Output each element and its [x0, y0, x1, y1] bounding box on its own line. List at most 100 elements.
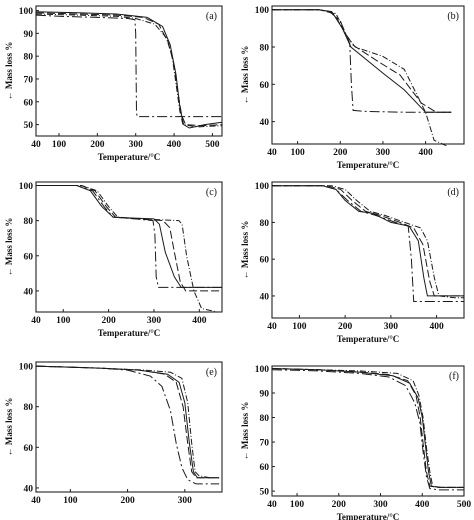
y-tick-label: 50: [260, 488, 270, 498]
y-tick-label: 90: [24, 30, 34, 40]
x-tick-label: 40: [267, 500, 277, 510]
x-tick-label: 200: [101, 316, 116, 326]
x-tick-label: 500: [205, 140, 220, 150]
panel-label: (a): [206, 11, 217, 22]
plot-frame: [271, 365, 465, 497]
y-axis-title: ← Mass loss %: [4, 398, 14, 457]
panel-label: (f): [449, 371, 459, 382]
x-tick-label: 100: [56, 316, 71, 326]
series-line-2: [271, 368, 464, 488]
series-line-2: [35, 12, 223, 127]
y-axis-title: ← Mass loss %: [4, 218, 14, 277]
x-tick-label: 200: [120, 496, 135, 506]
x-tick-label: 400: [415, 500, 430, 510]
y-axis-title: ← Mass loss %: [240, 221, 250, 280]
x-tick-label: 400: [167, 140, 182, 150]
y-tick-label: 70: [260, 439, 270, 449]
y-tick-label: 40: [24, 287, 34, 297]
x-tick-label: 300: [178, 496, 193, 506]
plot-frame: [271, 181, 465, 319]
y-tick-label: 80: [24, 53, 34, 63]
series-line-2: [272, 9, 452, 113]
series-line-3: [35, 365, 220, 479]
x-tick-label: 40: [267, 322, 277, 332]
chart-panel-f: 40 100 200 300 400 500 50 60 70 80 90 100 Temperatur…: [240, 365, 471, 520]
x-tick-label: 400: [192, 316, 207, 326]
plot-frame: [35, 5, 223, 137]
x-axis-title: Temperature/°C: [98, 152, 161, 162]
series-line-3: [272, 185, 464, 299]
y-axis-title: ← Mass loss %: [240, 46, 250, 105]
chart-panel-a: 40 100 200 300 400 500 50 60 70 80 90 100 Temperatur…: [4, 5, 223, 162]
series-line-4: [35, 365, 220, 485]
y-tick-label: 100: [19, 363, 34, 373]
y-tick-label: 60: [24, 98, 34, 108]
series-line-4: [272, 9, 452, 113]
panel-label: (c): [206, 187, 217, 198]
x-tick-label: 200: [333, 148, 348, 158]
x-tick-label: 500: [457, 500, 472, 510]
y-axis-title: ← Mass loss %: [240, 402, 250, 461]
x-tick-label: 400: [418, 148, 433, 158]
x-tick-label: 100: [290, 148, 305, 158]
series-line-3: [36, 185, 218, 313]
x-tick-label: 300: [147, 316, 162, 326]
x-tick-label: 40: [31, 496, 41, 506]
series-line-1: [35, 11, 223, 129]
chart-panel-d: 40 100 200 300 400 40 60 80 100 Temperature/°C ← M…: [240, 181, 465, 344]
x-tick-label: 300: [376, 148, 391, 158]
panel-label: (e): [206, 367, 217, 378]
y-tick-label: 100: [255, 365, 270, 375]
x-axis-title: Temperature/°C: [337, 512, 400, 520]
x-axis-title: Temperature/°C: [337, 334, 400, 344]
series-line-4: [35, 14, 222, 118]
series-line-2: [272, 185, 464, 297]
x-tick-label: 100: [292, 322, 307, 332]
y-tick-label: 70: [24, 75, 34, 85]
y-tick-label: 100: [19, 182, 34, 192]
panel-label: (d): [447, 187, 459, 198]
x-tick-label: 300: [129, 140, 144, 150]
x-tick-label: 300: [373, 500, 388, 510]
y-tick-label: 50: [24, 121, 34, 131]
y-tick-label: 60: [24, 252, 34, 262]
y-tick-label: 80: [260, 44, 270, 54]
series-line-4: [272, 185, 464, 302]
panel-label: (b): [447, 11, 459, 22]
series-line-1: [35, 365, 220, 479]
series-line-3: [35, 13, 223, 128]
series-line-1: [272, 185, 464, 297]
y-tick-label: 60: [24, 444, 34, 454]
x-tick-label: 200: [332, 500, 347, 510]
y-tick-label: 100: [19, 7, 34, 17]
y-tick-label: 80: [260, 414, 270, 424]
y-tick-label: 60: [260, 463, 270, 473]
series-line-1: [272, 9, 452, 113]
y-tick-label: 90: [260, 389, 270, 399]
y-tick-label: 40: [260, 118, 270, 128]
y-tick-label: 80: [260, 219, 270, 229]
series-line-3: [272, 9, 448, 147]
x-tick-label: 200: [338, 322, 353, 332]
y-tick-label: 40: [260, 292, 270, 302]
x-tick-label: 300: [384, 322, 399, 332]
chart-panel-b: 40 100 200 300 400 40 60 80 100 Temperature/°C ← M…: [240, 5, 465, 170]
x-tick-label: 40: [31, 140, 41, 150]
x-axis-title: Temperature/°C: [337, 160, 400, 170]
plot-frame: [271, 5, 465, 145]
chart-panel-e: 40 100 200 300 40 60 80 100 ← Mass loss % (e): [4, 361, 223, 506]
series-line-3: [271, 368, 464, 488]
x-tick-label: 400: [429, 322, 444, 332]
series-line-1: [271, 368, 464, 488]
chart-panel-c: 40 100 200 300 400 40 60 80 100 Temperature/°C ← M…: [4, 181, 223, 338]
y-tick-label: 60: [260, 256, 270, 266]
y-tick-label: 100: [255, 182, 270, 192]
x-tick-label: 200: [90, 140, 105, 150]
x-tick-label: 100: [63, 496, 78, 506]
x-tick-label: 40: [267, 148, 277, 158]
series-line-4: [36, 185, 222, 288]
series-line-4: [271, 369, 464, 491]
y-tick-label: 80: [24, 217, 34, 227]
y-tick-label: 40: [24, 484, 34, 494]
